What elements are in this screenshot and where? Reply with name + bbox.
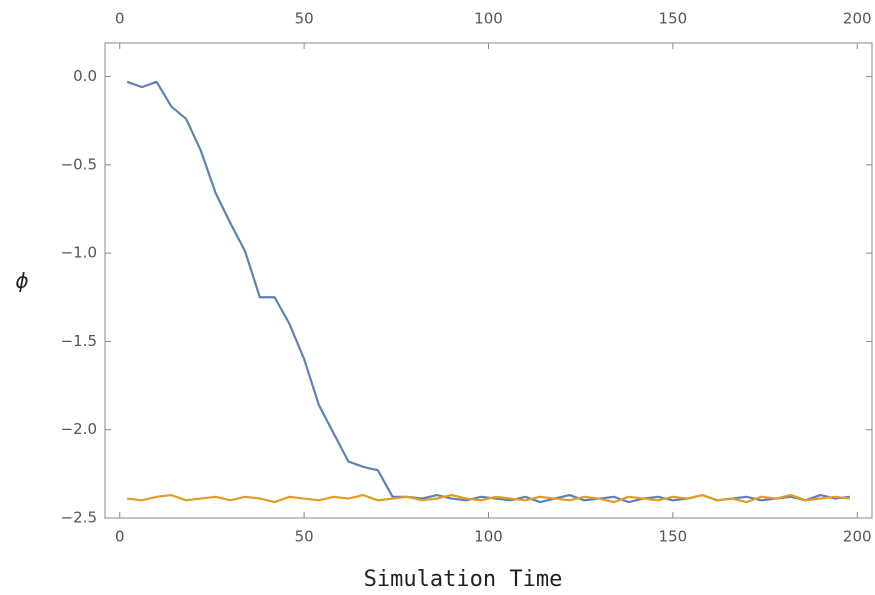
- x-tick-label-top: 0: [115, 10, 125, 28]
- x-tick-label: 150: [659, 528, 688, 546]
- y-tick-label: −2.5: [61, 509, 97, 527]
- y-tick-label: −0.5: [61, 155, 97, 173]
- y-axis-label: ϕ: [15, 269, 28, 293]
- x-tick-label-top: 150: [659, 10, 688, 28]
- x-tick-label: 0: [115, 528, 125, 546]
- y-tick-label: −1.5: [61, 332, 97, 350]
- x-tick-label-top: 100: [474, 10, 503, 28]
- y-tick-label: −2.0: [61, 420, 97, 438]
- y-tick-label: −1.0: [61, 244, 97, 262]
- x-tick-label: 200: [843, 528, 872, 546]
- x-axis-label: Simulation Time: [364, 567, 563, 592]
- x-tick-label: 100: [474, 528, 503, 546]
- x-tick-label-top: 50: [295, 10, 314, 28]
- series-line: [126, 493, 851, 504]
- x-tick-label: 50: [295, 528, 314, 546]
- y-tick-label: 0.0: [73, 67, 97, 85]
- plot-frame: [104, 42, 873, 519]
- x-tick-label-top: 200: [843, 10, 872, 28]
- series-line: [126, 80, 851, 504]
